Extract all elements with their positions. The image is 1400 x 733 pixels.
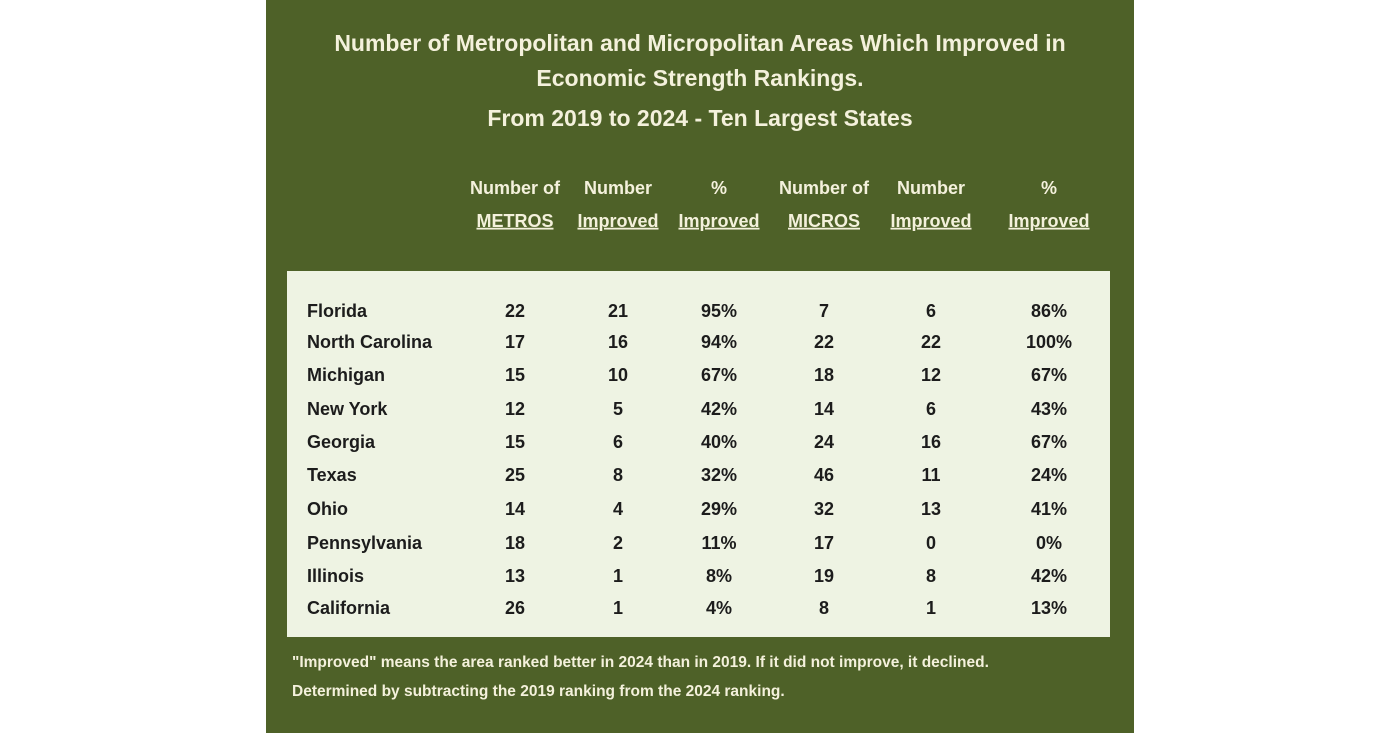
title-line: Economic Strength Rankings.	[536, 65, 863, 91]
cell: 8	[819, 598, 829, 618]
cell: 24%	[1031, 465, 1067, 485]
cell: 4	[613, 499, 623, 519]
cell: 67%	[1031, 365, 1067, 385]
cell: 13%	[1031, 598, 1067, 618]
cell: 6	[926, 399, 936, 419]
cell: 22	[505, 301, 525, 321]
cell: 46	[814, 465, 834, 485]
column-header-underlined: Improved	[577, 211, 658, 231]
cell: 32%	[701, 465, 737, 485]
row-label: Florida	[307, 301, 368, 321]
cell: 25	[505, 465, 525, 485]
column-header: %	[1041, 178, 1057, 198]
cell: 32	[814, 499, 834, 519]
cell: 26	[505, 598, 525, 618]
cell: 16	[921, 432, 941, 452]
cell: 13	[921, 499, 941, 519]
column-header: Number of	[779, 178, 870, 198]
footnote: "Improved" means the area ranked better …	[292, 654, 989, 671]
cell: 8	[613, 465, 623, 485]
cell: 67%	[1031, 432, 1067, 452]
column-header-underlined: Improved	[1008, 211, 1089, 231]
column-header-underlined: MICROS	[788, 211, 860, 231]
cell: 2	[613, 533, 623, 553]
cell: 0%	[1036, 533, 1062, 553]
cell: 22	[921, 332, 941, 352]
row-label: Pennsylvania	[307, 533, 423, 553]
cell: 8	[926, 566, 936, 586]
row-label: North Carolina	[307, 332, 433, 352]
column-header-underlined: Improved	[890, 211, 971, 231]
row-label: California	[307, 598, 391, 618]
row-label: Georgia	[307, 432, 376, 452]
cell: 4%	[706, 598, 732, 618]
cell: 42%	[701, 399, 737, 419]
cell: 15	[505, 432, 525, 452]
cell: 15	[505, 365, 525, 385]
cell: 18	[814, 365, 834, 385]
cell: 10	[608, 365, 628, 385]
row-label: New York	[307, 399, 388, 419]
column-header: %	[711, 178, 727, 198]
cell: 7	[819, 301, 829, 321]
cell: 86%	[1031, 301, 1067, 321]
cell: 43%	[1031, 399, 1067, 419]
cell: 5	[613, 399, 623, 419]
row-label: Texas	[307, 465, 357, 485]
cell: 100%	[1026, 332, 1072, 352]
column-header-underlined: Improved	[678, 211, 759, 231]
row-label: Michigan	[307, 365, 385, 385]
cell: 41%	[1031, 499, 1067, 519]
cell: 40%	[701, 432, 737, 452]
cell: 12	[505, 399, 525, 419]
cell: 16	[608, 332, 628, 352]
cell: 14	[814, 399, 834, 419]
cell: 12	[921, 365, 941, 385]
title-line: From 2019 to 2024 - Ten Largest States	[487, 105, 912, 131]
column-header-underlined: METROS	[476, 211, 553, 231]
column-header: Number	[897, 178, 965, 198]
cell: 67%	[701, 365, 737, 385]
cell: 8%	[706, 566, 732, 586]
cell: 0	[926, 533, 936, 553]
cell: 11	[921, 465, 940, 485]
cell: 24	[814, 432, 834, 452]
cell: 29%	[701, 499, 737, 519]
cell: 18	[505, 533, 525, 553]
cell: 94%	[701, 332, 737, 352]
cell: 1	[613, 598, 623, 618]
row-label: Illinois	[307, 566, 364, 586]
cell: 1	[613, 566, 623, 586]
cell: 17	[814, 533, 834, 553]
cell: 22	[814, 332, 834, 352]
cell: 21	[608, 301, 628, 321]
row-label: Ohio	[307, 499, 348, 519]
column-header: Number of	[470, 178, 561, 198]
title-line: Number of Metropolitan and Micropolitan …	[334, 30, 1065, 56]
cell: 19	[814, 566, 834, 586]
table-box	[287, 271, 1110, 637]
column-header: Number	[584, 178, 652, 198]
footnote: Determined by subtracting the 2019 ranki…	[292, 683, 785, 700]
cell: 6	[613, 432, 623, 452]
cell: 95%	[701, 301, 737, 321]
cell: 13	[505, 566, 525, 586]
cell: 1	[926, 598, 936, 618]
cell: 42%	[1031, 566, 1067, 586]
cell: 6	[926, 301, 936, 321]
cell: 11%	[701, 533, 736, 553]
cell: 14	[505, 499, 525, 519]
cell: 17	[505, 332, 525, 352]
